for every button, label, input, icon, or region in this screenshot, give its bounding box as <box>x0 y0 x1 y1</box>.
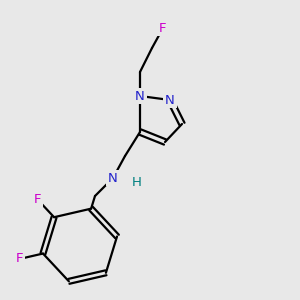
Text: H: H <box>132 176 142 190</box>
Text: F: F <box>16 252 23 266</box>
Text: F: F <box>34 193 41 206</box>
Text: N: N <box>108 172 118 184</box>
Text: N: N <box>135 89 145 103</box>
Text: F: F <box>159 22 167 34</box>
Text: N: N <box>165 94 175 106</box>
